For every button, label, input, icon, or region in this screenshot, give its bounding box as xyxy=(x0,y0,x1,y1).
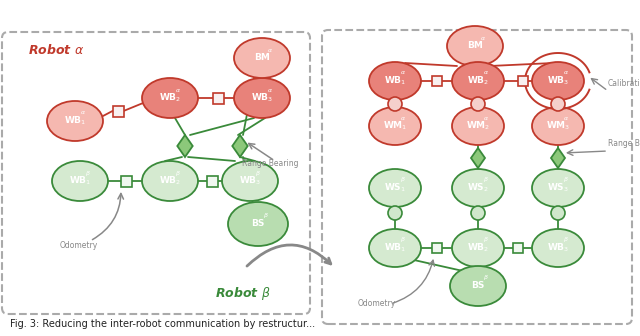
Text: $\beta$: $\beta$ xyxy=(175,168,181,177)
Bar xyxy=(212,92,223,103)
Text: WB$_2$: WB$_2$ xyxy=(159,175,181,187)
FancyBboxPatch shape xyxy=(2,32,310,314)
Text: WB$_1$: WB$_1$ xyxy=(64,115,86,127)
Ellipse shape xyxy=(532,107,584,145)
Ellipse shape xyxy=(532,62,584,100)
Ellipse shape xyxy=(52,161,108,201)
Text: Odometry: Odometry xyxy=(358,299,396,308)
Text: WB$_3$: WB$_3$ xyxy=(239,175,261,187)
Text: WS$_1$: WS$_1$ xyxy=(384,182,406,194)
Ellipse shape xyxy=(234,78,290,118)
Ellipse shape xyxy=(450,266,506,306)
Bar xyxy=(513,243,523,253)
Bar xyxy=(113,106,124,117)
Bar xyxy=(120,175,131,186)
FancyBboxPatch shape xyxy=(322,30,632,324)
Ellipse shape xyxy=(471,97,485,111)
Ellipse shape xyxy=(142,78,198,118)
Ellipse shape xyxy=(47,101,103,141)
Text: $\beta$: $\beta$ xyxy=(400,175,406,184)
Text: $\beta$: $\beta$ xyxy=(483,274,489,283)
Text: $\alpha$: $\alpha$ xyxy=(267,86,273,93)
Text: Robot $\alpha$: Robot $\alpha$ xyxy=(28,43,84,57)
Ellipse shape xyxy=(388,206,402,220)
Ellipse shape xyxy=(452,169,504,207)
Ellipse shape xyxy=(369,229,421,267)
Text: $\alpha$: $\alpha$ xyxy=(80,110,86,117)
Bar xyxy=(518,76,528,86)
Text: WM$_3$: WM$_3$ xyxy=(546,120,570,132)
Ellipse shape xyxy=(447,26,503,66)
Text: WM$_1$: WM$_1$ xyxy=(383,120,407,132)
Text: Odometry: Odometry xyxy=(60,241,99,250)
Ellipse shape xyxy=(452,229,504,267)
Polygon shape xyxy=(551,148,565,168)
Ellipse shape xyxy=(452,107,504,145)
Text: $\beta$: $\beta$ xyxy=(563,175,569,184)
Text: WM$_2$: WM$_2$ xyxy=(466,120,490,132)
Text: WS$_3$: WS$_3$ xyxy=(547,182,569,194)
Text: $\beta$: $\beta$ xyxy=(483,236,489,245)
Ellipse shape xyxy=(388,97,402,111)
Text: $\alpha$: $\alpha$ xyxy=(267,46,273,53)
Text: Robot $\beta$: Robot $\beta$ xyxy=(215,286,271,302)
Text: Range Bearing: Range Bearing xyxy=(242,159,298,168)
Ellipse shape xyxy=(532,229,584,267)
Text: $\alpha$: $\alpha$ xyxy=(480,35,486,42)
Text: WS$_2$: WS$_2$ xyxy=(467,182,489,194)
Ellipse shape xyxy=(452,62,504,100)
Text: $\alpha$: $\alpha$ xyxy=(483,70,489,77)
Bar xyxy=(432,76,442,86)
Text: WB$_1$: WB$_1$ xyxy=(69,175,91,187)
Text: $\alpha$: $\alpha$ xyxy=(563,115,569,122)
Ellipse shape xyxy=(551,206,565,220)
Text: BM: BM xyxy=(254,53,270,62)
Text: Fig. 3: Reducing the inter-robot communication by restructur...: Fig. 3: Reducing the inter-robot communi… xyxy=(10,319,315,329)
Text: WB$_1$: WB$_1$ xyxy=(384,242,406,254)
Bar xyxy=(207,175,218,186)
Text: WB$_3$: WB$_3$ xyxy=(547,75,569,87)
Ellipse shape xyxy=(532,169,584,207)
Text: $\beta$: $\beta$ xyxy=(563,236,569,245)
Bar xyxy=(432,243,442,253)
Text: WB$_1$: WB$_1$ xyxy=(384,75,406,87)
Text: $\beta$: $\beta$ xyxy=(255,168,261,177)
Ellipse shape xyxy=(551,97,565,111)
Text: $\beta$: $\beta$ xyxy=(263,211,269,220)
Ellipse shape xyxy=(234,38,290,78)
Text: Calibration: Calibration xyxy=(608,79,640,88)
Ellipse shape xyxy=(369,169,421,207)
Ellipse shape xyxy=(222,161,278,201)
Text: WB$_2$: WB$_2$ xyxy=(467,75,489,87)
Polygon shape xyxy=(232,135,248,157)
Ellipse shape xyxy=(471,206,485,220)
Ellipse shape xyxy=(369,62,421,100)
Text: BS: BS xyxy=(252,219,265,228)
Text: $\alpha$: $\alpha$ xyxy=(483,115,489,122)
Text: BM: BM xyxy=(467,42,483,50)
Text: $\alpha$: $\alpha$ xyxy=(563,70,569,77)
Text: Range Bearing: Range Bearing xyxy=(608,139,640,148)
Polygon shape xyxy=(471,148,485,168)
Text: WB$_3$: WB$_3$ xyxy=(547,242,569,254)
Text: $\alpha$: $\alpha$ xyxy=(400,70,406,77)
Ellipse shape xyxy=(142,161,198,201)
Text: $\alpha$: $\alpha$ xyxy=(175,86,181,93)
Text: WB$_2$: WB$_2$ xyxy=(159,92,181,104)
Polygon shape xyxy=(177,135,193,157)
Ellipse shape xyxy=(228,202,288,246)
Text: WB$_3$: WB$_3$ xyxy=(251,92,273,104)
Ellipse shape xyxy=(369,107,421,145)
Text: WB$_2$: WB$_2$ xyxy=(467,242,489,254)
Text: $\alpha$: $\alpha$ xyxy=(400,115,406,122)
Text: BS: BS xyxy=(471,282,484,291)
Text: $\beta$: $\beta$ xyxy=(85,168,91,177)
Text: $\beta$: $\beta$ xyxy=(400,236,406,245)
Text: $\beta$: $\beta$ xyxy=(483,175,489,184)
